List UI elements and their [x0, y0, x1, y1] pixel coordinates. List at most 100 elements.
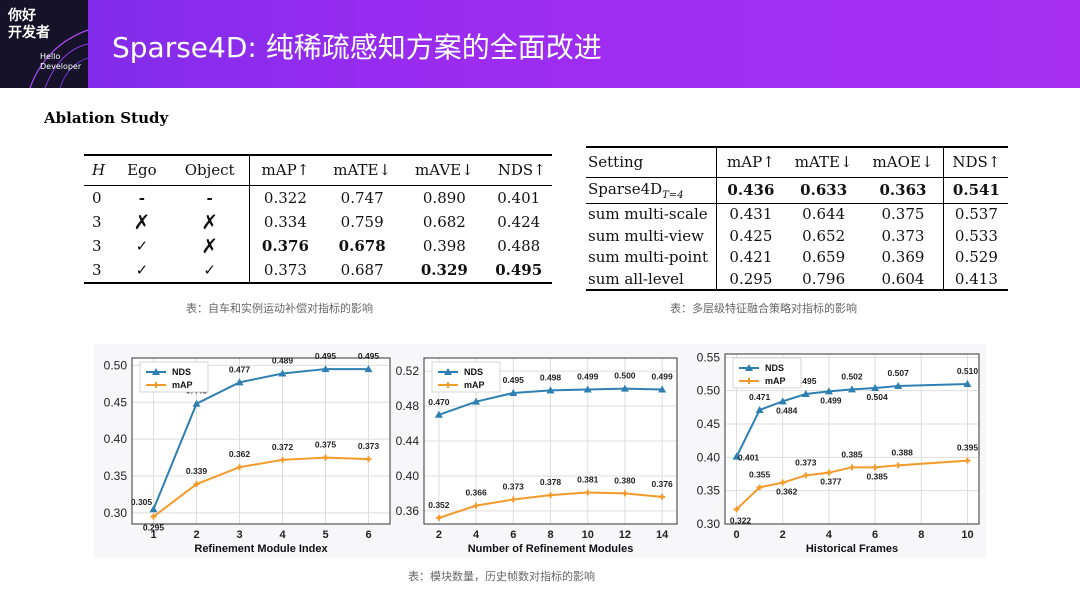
y-tick-label: 0.52	[396, 364, 420, 378]
table-header: mAP↑	[261, 161, 310, 180]
header-bar: 你好 开发者 Hello Developer Sparse4D: 纯稀疏感知方案…	[0, 0, 1080, 88]
data-label: 0.322	[730, 515, 752, 525]
x-tick-label: 6	[365, 529, 371, 541]
x-tick-label: 2	[436, 529, 442, 541]
x-tick-label: 3	[236, 529, 242, 541]
legend-box	[139, 361, 209, 393]
x-tick-label: 10	[582, 529, 594, 541]
legend-label: mAP	[464, 380, 485, 390]
table-row: sum multi-scale 0.431 0.644 0.375 0.537	[586, 203, 1008, 225]
data-label: 0.495	[795, 376, 817, 386]
table-header: mATE↓	[333, 161, 392, 180]
data-label: 0.373	[358, 441, 380, 451]
legend-marker	[444, 368, 452, 375]
data-point	[872, 464, 879, 471]
table-cell: 0.425	[729, 226, 773, 245]
data-point	[583, 385, 592, 393]
x-tick-label: 8	[918, 529, 924, 541]
table-header: NDS↑	[497, 161, 546, 180]
table-cell: 0.413	[954, 269, 998, 288]
data-label: 0.385	[866, 471, 888, 481]
data-point	[964, 457, 971, 464]
y-tick-label: 0.44	[396, 434, 420, 448]
table2-caption: 表：多层级特征融合策略对指标的影响	[670, 302, 857, 315]
data-point	[279, 456, 286, 463]
x-tick-label: 1	[150, 529, 156, 541]
data-point	[321, 365, 330, 373]
logo-cn-text: 你好 开发者	[8, 8, 50, 42]
data-label: 0.484	[776, 405, 798, 415]
data-label: 0.373	[795, 457, 817, 467]
logo-cn-line2: 开发者	[8, 25, 50, 41]
data-point	[801, 390, 810, 397]
table-header-row: H Ego Object mAP↑ mATE↓ mAVE↓ NDS↑	[84, 155, 552, 185]
x-tick-label: 4	[279, 529, 286, 541]
table-cell: 0.421	[729, 248, 773, 267]
data-point	[278, 369, 287, 377]
table-cell: 0.401	[497, 188, 541, 207]
data-label: 0.470	[428, 397, 450, 407]
data-label: 0.510	[957, 366, 979, 376]
series-line-nds	[152, 368, 369, 510]
data-label: 0.378	[540, 477, 562, 487]
data-label: 0.499	[820, 395, 842, 405]
y-tick-label: 0.30	[697, 517, 721, 531]
table-cell: 0.529	[954, 248, 998, 267]
table-cell: 3	[92, 261, 102, 280]
data-point	[894, 382, 903, 389]
data-label: 0.495	[315, 351, 337, 361]
table-cell: 0.376	[261, 237, 309, 256]
data-point	[659, 493, 666, 500]
y-tick-label: 0.40	[396, 469, 420, 483]
data-label: 0.495	[358, 351, 380, 361]
setting-name: Sparse4D	[588, 179, 663, 198]
table-cell: 0.678	[338, 237, 386, 256]
table-cell: 0.682	[422, 212, 466, 231]
table-cell: 0.322	[263, 188, 307, 207]
legend-label: NDS	[464, 367, 483, 377]
table-row: 3 ✗ ✗ 0.334 0.759 0.682 0.424	[84, 209, 552, 234]
chart-2: 0.36 0.40 0.44 0.48 0.52 2 4 6 8 10 12 14 Number of …	[396, 357, 678, 555]
table-cell: 0.495	[495, 261, 543, 280]
data-label: 0.500	[614, 371, 636, 381]
table-cell: 0.436	[727, 181, 775, 199]
motion-compensation-table: H Ego Object mAP↑ mATE↓ mAVE↓ NDS↑ 0 - -…	[84, 154, 552, 284]
table-cell: 0.890	[422, 188, 466, 207]
x-axis-label: Refinement Module Index	[194, 543, 328, 555]
data-point	[825, 469, 832, 476]
data-label: 0.380	[614, 475, 636, 485]
table-header: Setting	[586, 147, 718, 177]
legend-box	[732, 357, 802, 389]
data-point	[895, 462, 902, 469]
table-cell: sum multi-point	[586, 246, 718, 269]
legend-label: mAP	[172, 380, 193, 390]
table-cell: 0.652	[802, 226, 846, 245]
table-cell: 0	[92, 188, 102, 207]
table-cell: 0.687	[340, 261, 384, 280]
data-point	[236, 464, 243, 471]
data-point	[193, 481, 200, 488]
table-cell: -	[138, 188, 145, 207]
legend-label: NDS	[765, 363, 784, 373]
table-cell: 0.373	[263, 261, 307, 280]
data-point	[963, 380, 972, 387]
x-tick-label: 0	[733, 529, 739, 541]
x-tick-label: 2	[193, 529, 199, 541]
data-point	[473, 502, 480, 509]
table-cell: 0.373	[862, 224, 945, 247]
table-header: mAVE↓	[415, 161, 474, 180]
data-point	[779, 479, 786, 486]
table-cell: sum multi-view	[586, 224, 718, 247]
y-tick-label: 0.40	[697, 450, 721, 464]
x-tick-label: 14	[656, 529, 669, 541]
table-cell: 0.363	[862, 177, 945, 203]
legend-marker	[745, 364, 753, 371]
table-cell: 0.488	[497, 237, 541, 256]
table-row: 3 ✓ ✓ 0.373 0.687 0.329 0.495	[84, 258, 552, 283]
table-cell: 3	[92, 212, 102, 231]
legend-box	[431, 361, 501, 393]
data-point	[365, 456, 372, 463]
data-label: 0.495	[503, 375, 525, 385]
plot-border	[131, 357, 391, 525]
table-cell: 0.659	[802, 248, 846, 267]
